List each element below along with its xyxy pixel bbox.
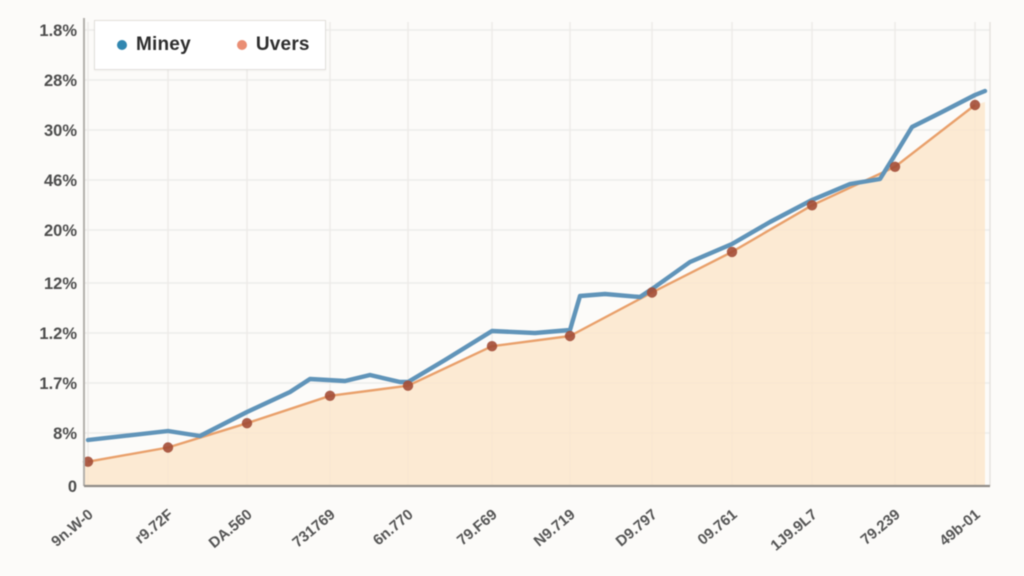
uvers-marker xyxy=(969,99,981,111)
uvers-marker xyxy=(162,442,174,453)
uvers-line xyxy=(87,104,976,463)
x-tick-label: 09.761 xyxy=(694,506,740,549)
x-tick-label: D9.797 xyxy=(613,506,661,550)
legend-item-miney[interactable]: Miney xyxy=(117,34,191,56)
x-tick-label: 6n.770 xyxy=(370,506,417,549)
x-tick-label: r9.72F xyxy=(132,506,177,547)
uvers-marker xyxy=(324,390,336,401)
uvers-marker xyxy=(402,380,414,391)
chart-legend: Miney Uvers xyxy=(94,20,326,70)
x-tick-label: 731769 xyxy=(289,506,338,551)
x-tick-label: 49b-01 xyxy=(936,506,983,550)
uvers-marker xyxy=(726,246,738,258)
legend-item-uvers[interactable]: Uvers xyxy=(236,34,310,56)
uvers-area-fill xyxy=(84,102,985,486)
x-tick-label: 9n.W-0 xyxy=(48,506,96,550)
y-tick-label: 1.2% xyxy=(39,325,77,343)
x-tick-label: 1J9.9L7 xyxy=(767,506,820,554)
uvers-series-dot-icon xyxy=(236,40,247,50)
y-tick-label: 8% xyxy=(53,425,77,443)
miney-series-dot-icon xyxy=(117,40,127,50)
x-tick-label: 79.F69 xyxy=(454,506,501,549)
y-tick-label: 46% xyxy=(44,172,77,190)
y-tick-label: 28% xyxy=(44,72,77,90)
uvers-marker xyxy=(82,456,94,467)
x-tick-label: DA.560 xyxy=(206,506,256,552)
uvers-marker xyxy=(486,341,498,352)
uvers-marker xyxy=(564,330,576,342)
legend-label-miney: Miney xyxy=(136,34,191,55)
legend-label-uvers: Uvers xyxy=(255,34,310,55)
x-tick-label: N9.719 xyxy=(531,506,579,550)
uvers-marker xyxy=(241,418,253,429)
y-tick-label: 30% xyxy=(44,122,77,140)
y-tick-label: 0 xyxy=(68,478,77,496)
uvers-marker xyxy=(889,161,901,172)
uvers-marker xyxy=(646,287,658,298)
miney-line xyxy=(85,88,988,443)
y-tick-label: 20% xyxy=(44,222,77,240)
y-tick-label: 1.7% xyxy=(39,375,77,393)
y-tick-label: 12% xyxy=(44,275,77,293)
y-tick-label: 1.8% xyxy=(39,22,77,40)
uvers-marker xyxy=(806,200,818,211)
x-tick-label: 79.239 xyxy=(857,506,903,549)
